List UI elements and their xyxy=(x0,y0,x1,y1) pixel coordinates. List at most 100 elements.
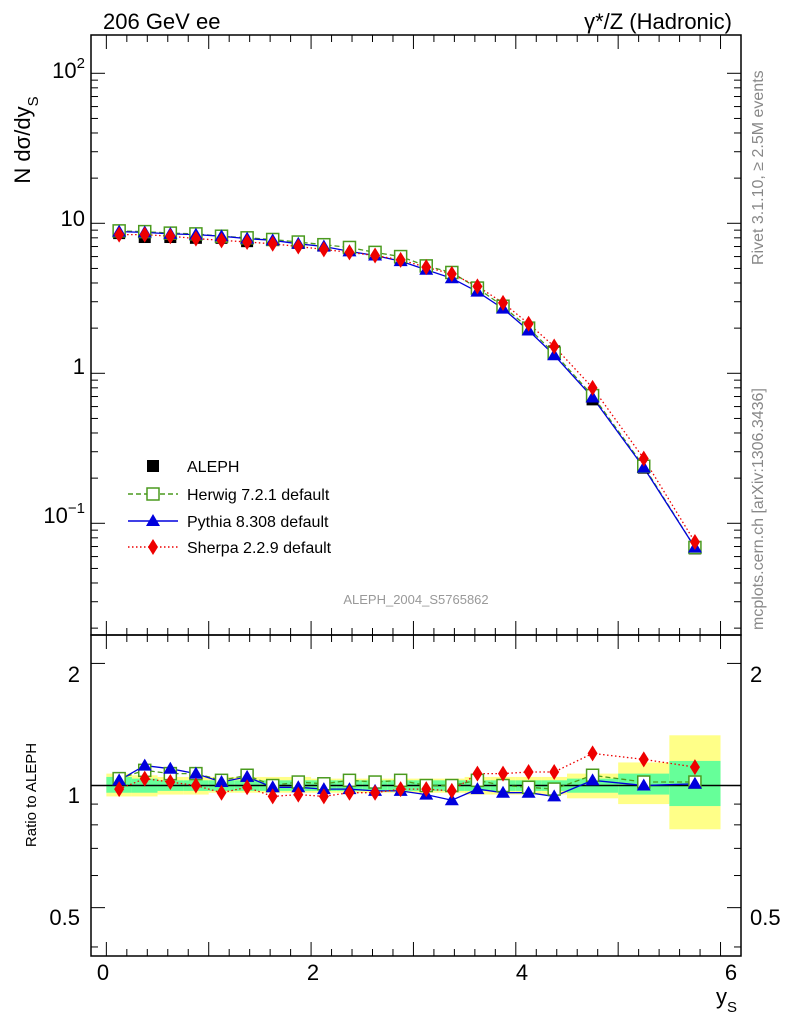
x-axis-label: yS xyxy=(716,984,737,1016)
ratio-point-sherpa xyxy=(498,765,509,782)
top-y-axis-sub: S xyxy=(25,96,42,106)
mcplots-label: mcplots.cern.ch [arXiv:1306.3436] xyxy=(750,388,767,630)
x-tick-label-0: 0 xyxy=(97,960,109,985)
x-tick-labels: 0 2 4 6 xyxy=(97,960,737,985)
top-y-tick-labels: 102 10 1 10−1 xyxy=(43,55,85,528)
ratio-point-pythia xyxy=(636,778,651,791)
ratio-point-sherpa xyxy=(472,765,483,782)
ratio-point-sherpa xyxy=(421,781,432,798)
ratio-point-sherpa xyxy=(638,751,649,768)
ratio-point-sherpa xyxy=(318,788,329,805)
ratio-tick-2-right: 2 xyxy=(750,662,762,687)
x-tick-label-2: 2 xyxy=(307,960,319,985)
ratio-point-sherpa xyxy=(165,774,176,791)
ratio-curve-herwig xyxy=(118,769,695,790)
point-sherpa xyxy=(242,234,253,251)
rivet-label: Rivet 3.1.10, ≥ 2.5M events xyxy=(750,70,767,265)
ratio-tick-2-left: 2 xyxy=(68,662,80,687)
main-plot-panel xyxy=(90,34,742,636)
main-plot-ticks xyxy=(91,35,741,635)
ratio-point-sherpa xyxy=(446,782,457,799)
ratio-point-sherpa xyxy=(216,784,227,801)
ratio-plot-panel xyxy=(90,634,742,957)
y-tick-label-10: 10 xyxy=(61,206,85,231)
ratio-point-sherpa xyxy=(242,779,253,796)
legend-label-aleph: ALEPH xyxy=(187,459,239,476)
point-sherpa xyxy=(689,534,700,551)
ratio-point-pythia xyxy=(470,782,485,795)
ratio-markers xyxy=(112,745,702,806)
ratio-curve-sherpa xyxy=(118,752,695,798)
legend-marker-sherpa xyxy=(148,539,158,555)
legend-label-sherpa: Sherpa 2.2.9 default xyxy=(187,540,332,557)
header-left: 206 GeV ee xyxy=(103,9,220,34)
point-sherpa xyxy=(190,230,201,247)
ratio-point-sherpa xyxy=(395,781,406,798)
ratio-point-sherpa xyxy=(139,770,150,787)
y-tick-0.1-base: 10 xyxy=(43,503,67,528)
ratio-point-pythia xyxy=(163,761,178,774)
point-sherpa xyxy=(267,235,278,252)
ratio-point-pythia xyxy=(444,793,459,806)
point-sherpa xyxy=(344,244,355,261)
ratio-point-sherpa xyxy=(344,784,355,801)
legend-marker-herwig xyxy=(146,487,160,501)
ratio-point-pythia xyxy=(496,785,511,798)
ratio-point-sherpa xyxy=(267,788,278,805)
point-sherpa xyxy=(523,315,534,332)
ratio-point-sherpa xyxy=(587,745,598,762)
ratio-point-pythia xyxy=(585,773,600,786)
point-sherpa xyxy=(216,232,227,249)
ratio-y-tick-labels: 0.5 1 2 0.5 2 xyxy=(49,662,780,930)
top-y-axis-label: N dσ/dyS xyxy=(10,96,42,183)
point-sherpa xyxy=(421,259,432,276)
y-tick-label-1: 1 xyxy=(73,354,85,379)
ratio-point-pythia xyxy=(265,780,280,793)
ratio-point-sherpa xyxy=(523,763,534,780)
analysis-id: ALEPH_2004_S5765862 xyxy=(343,592,488,607)
point-sherpa xyxy=(395,251,406,268)
ratio-y-axis-label: Ratio to ALEPH xyxy=(23,743,40,847)
point-sherpa xyxy=(318,241,329,258)
point-sherpa xyxy=(587,379,598,396)
point-sherpa xyxy=(114,226,125,243)
ratio-point-sherpa xyxy=(114,781,125,798)
ratio-point-pythia xyxy=(521,785,536,798)
ratio-point-sherpa xyxy=(293,786,304,803)
y-tick-label-100: 102 xyxy=(52,55,85,83)
y-tick-0.1-exp: −1 xyxy=(68,500,85,517)
x-tick-label-4: 4 xyxy=(516,960,528,985)
ratio-point-pythia xyxy=(112,773,127,786)
point-sherpa xyxy=(472,278,483,295)
ratio-point-pythia xyxy=(547,789,562,802)
legend-label-pythia: Pythia 8.308 default xyxy=(187,514,329,531)
legend-entry-herwig: Herwig 7.2.1 default xyxy=(128,487,330,504)
legend-entry-pythia: Pythia 8.308 default xyxy=(128,514,329,531)
main-plot-markers xyxy=(112,224,702,555)
point-sherpa xyxy=(139,226,150,243)
x-tick-label-6: 6 xyxy=(725,960,737,985)
point-sherpa xyxy=(370,247,381,264)
x-axis-main: y xyxy=(716,984,727,1009)
y-tick-100-exp: 2 xyxy=(77,55,85,72)
legend-marker-aleph xyxy=(147,460,159,472)
x-axis-sub: S xyxy=(727,999,737,1016)
ratio-point-sherpa xyxy=(549,763,560,780)
ratio-point-pythia xyxy=(240,769,255,782)
ratio-point-pythia xyxy=(291,780,306,793)
ratio-tick-0.5-left: 0.5 xyxy=(49,905,80,930)
point-sherpa xyxy=(165,228,176,245)
y-tick-100-base: 10 xyxy=(52,58,76,83)
point-sherpa xyxy=(549,338,560,355)
ratio-tick-1-left: 1 xyxy=(68,783,80,808)
ratio-plot-ticks xyxy=(91,635,741,956)
point-sherpa xyxy=(638,450,649,467)
legend-entry-aleph: ALEPH xyxy=(147,459,239,476)
ratio-plot-frame xyxy=(90,634,742,957)
ratio-point-pythia xyxy=(137,758,152,771)
point-sherpa xyxy=(293,238,304,255)
point-pythia xyxy=(585,390,600,403)
ratio-tick-0.5-right: 0.5 xyxy=(750,905,781,930)
point-pythia xyxy=(636,460,651,473)
